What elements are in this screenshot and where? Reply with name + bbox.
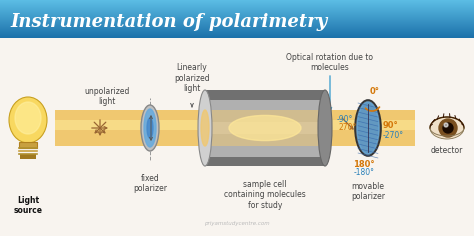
Text: sample cell
containing molecules
for study: sample cell containing molecules for stu…	[224, 180, 306, 210]
Text: 180°: 180°	[353, 160, 375, 169]
FancyBboxPatch shape	[0, 23, 474, 24]
Text: -180°: -180°	[354, 168, 374, 177]
FancyBboxPatch shape	[0, 6, 474, 7]
FancyBboxPatch shape	[0, 32, 474, 33]
FancyBboxPatch shape	[20, 154, 36, 159]
Ellipse shape	[355, 100, 381, 156]
Ellipse shape	[9, 97, 47, 143]
FancyBboxPatch shape	[0, 37, 474, 38]
FancyBboxPatch shape	[0, 34, 474, 35]
FancyBboxPatch shape	[0, 10, 474, 11]
Ellipse shape	[198, 90, 212, 166]
FancyBboxPatch shape	[0, 27, 474, 28]
Text: 90°: 90°	[383, 122, 399, 131]
FancyBboxPatch shape	[205, 110, 325, 146]
Circle shape	[439, 119, 457, 137]
FancyBboxPatch shape	[0, 24, 474, 25]
FancyBboxPatch shape	[0, 1, 474, 2]
Ellipse shape	[430, 117, 464, 139]
Text: -90°: -90°	[337, 115, 354, 125]
FancyBboxPatch shape	[0, 25, 474, 26]
Text: Linearly
polarized
light: Linearly polarized light	[174, 63, 210, 93]
Ellipse shape	[201, 110, 209, 146]
FancyBboxPatch shape	[0, 30, 474, 31]
FancyBboxPatch shape	[0, 18, 474, 19]
FancyBboxPatch shape	[0, 14, 474, 15]
FancyBboxPatch shape	[0, 15, 474, 16]
Text: Light
source: Light source	[13, 196, 43, 215]
FancyBboxPatch shape	[0, 4, 474, 5]
Ellipse shape	[144, 109, 156, 147]
Text: Optical rotation due to
molecules: Optical rotation due to molecules	[286, 53, 374, 72]
Text: fixed
polarizer: fixed polarizer	[133, 174, 167, 193]
FancyBboxPatch shape	[0, 2, 474, 3]
Text: Instrumentation of polarimetry: Instrumentation of polarimetry	[10, 13, 327, 31]
FancyBboxPatch shape	[0, 28, 474, 29]
Text: detector: detector	[431, 146, 463, 155]
FancyBboxPatch shape	[0, 0, 474, 1]
FancyBboxPatch shape	[0, 29, 474, 30]
FancyBboxPatch shape	[0, 19, 474, 20]
FancyBboxPatch shape	[0, 11, 474, 12]
FancyBboxPatch shape	[0, 5, 474, 6]
Ellipse shape	[141, 105, 159, 151]
Ellipse shape	[357, 102, 379, 154]
FancyBboxPatch shape	[55, 120, 415, 130]
FancyBboxPatch shape	[0, 13, 474, 14]
FancyBboxPatch shape	[205, 156, 325, 166]
Text: -270°: -270°	[383, 131, 404, 140]
FancyBboxPatch shape	[0, 26, 474, 27]
FancyBboxPatch shape	[0, 36, 474, 37]
FancyBboxPatch shape	[0, 12, 474, 13]
Text: 0°: 0°	[370, 87, 380, 96]
FancyBboxPatch shape	[0, 31, 474, 32]
Text: unpolarized
light: unpolarized light	[84, 87, 130, 106]
FancyBboxPatch shape	[205, 122, 325, 134]
Ellipse shape	[318, 90, 332, 166]
FancyBboxPatch shape	[0, 17, 474, 18]
FancyBboxPatch shape	[0, 8, 474, 9]
FancyBboxPatch shape	[0, 22, 474, 23]
FancyBboxPatch shape	[0, 16, 474, 17]
Circle shape	[444, 123, 448, 127]
Ellipse shape	[229, 115, 301, 141]
FancyBboxPatch shape	[19, 142, 37, 148]
FancyBboxPatch shape	[205, 90, 325, 100]
FancyBboxPatch shape	[0, 20, 474, 21]
FancyBboxPatch shape	[205, 90, 325, 166]
Text: priyamstudycentre.com: priyamstudycentre.com	[204, 221, 270, 226]
Circle shape	[443, 123, 453, 133]
Ellipse shape	[15, 102, 41, 134]
FancyBboxPatch shape	[0, 3, 474, 4]
FancyBboxPatch shape	[0, 9, 474, 10]
Text: movable
polarizer: movable polarizer	[351, 182, 385, 201]
Text: 270°: 270°	[339, 123, 357, 132]
FancyBboxPatch shape	[0, 21, 474, 22]
FancyBboxPatch shape	[0, 7, 474, 8]
FancyBboxPatch shape	[55, 110, 415, 146]
Ellipse shape	[147, 118, 153, 138]
FancyBboxPatch shape	[0, 35, 474, 36]
FancyBboxPatch shape	[0, 33, 474, 34]
